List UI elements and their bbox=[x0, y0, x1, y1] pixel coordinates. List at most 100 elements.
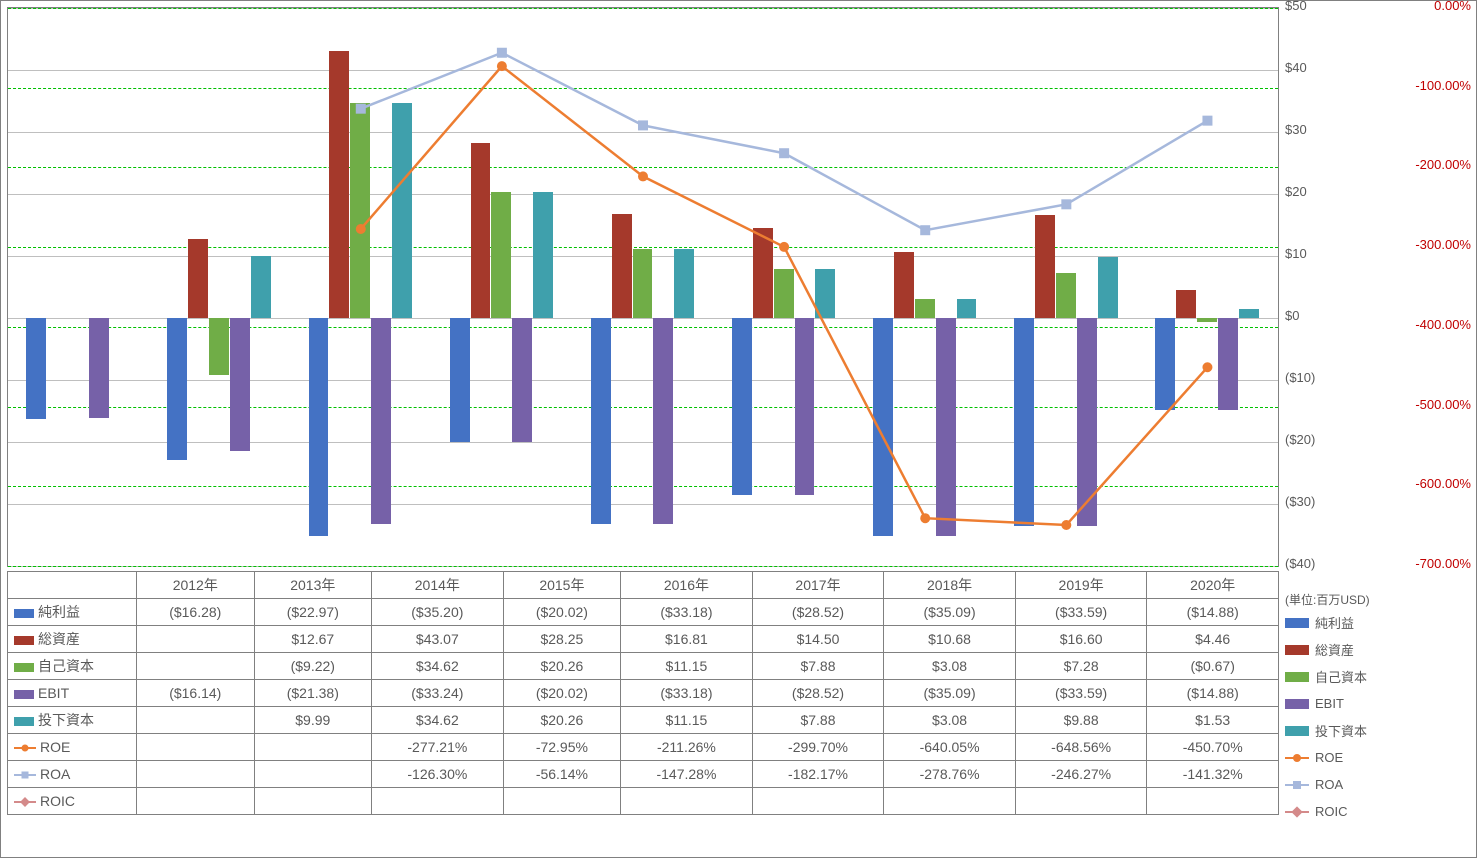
y1-tick-label: ($30) bbox=[1285, 494, 1339, 509]
y2-tick-label: -500.00% bbox=[1345, 397, 1471, 412]
table-cell bbox=[137, 653, 255, 680]
table-corner-cell bbox=[8, 572, 137, 599]
bar-total_assets bbox=[612, 214, 632, 318]
table-row-header: 自己資本 bbox=[8, 653, 137, 680]
table-cell: ($33.24) bbox=[372, 680, 504, 707]
bar-net_income bbox=[167, 318, 187, 460]
bar-equity bbox=[350, 103, 370, 318]
table-row-label: ROA bbox=[40, 766, 70, 782]
table-cell: -277.21% bbox=[372, 734, 504, 761]
table-cell bbox=[137, 707, 255, 734]
table-cell: $9.99 bbox=[254, 707, 372, 734]
table-row-header: ROE bbox=[8, 734, 137, 761]
table-cell: -648.56% bbox=[1015, 734, 1147, 761]
legend-item: 自己資本 bbox=[1285, 663, 1471, 690]
data-table: 2012年2013年2014年2015年2016年2017年2018年2019年… bbox=[7, 571, 1279, 815]
legend-item: 投下資本 bbox=[1285, 717, 1471, 744]
table-row-header: ROA bbox=[8, 761, 137, 788]
table-cell: -72.95% bbox=[503, 734, 621, 761]
secondary-y-axis: 0.00%-100.00%-200.00%-300.00%-400.00%-50… bbox=[1345, 1, 1471, 571]
table-cell: ($22.97) bbox=[254, 599, 372, 626]
gridline-secondary bbox=[8, 8, 1278, 9]
table-header-row: 2012年2013年2014年2015年2016年2017年2018年2019年… bbox=[8, 572, 1279, 599]
table-cell bbox=[137, 734, 255, 761]
legend-swatch-line bbox=[1285, 778, 1309, 792]
table-row-label: 総資産 bbox=[38, 631, 80, 647]
gridline-primary bbox=[8, 70, 1278, 71]
table-year-header: 2014年 bbox=[372, 572, 504, 599]
table-cell: ($33.18) bbox=[621, 599, 753, 626]
bar-ebit bbox=[1218, 318, 1238, 410]
bar-total_assets bbox=[329, 51, 349, 318]
table-cell: ($35.09) bbox=[884, 599, 1016, 626]
table-cell: $16.81 bbox=[621, 626, 753, 653]
legend-label: ROIC bbox=[1315, 804, 1348, 819]
bar-ebit bbox=[230, 318, 250, 451]
table-cell: -246.27% bbox=[1015, 761, 1147, 788]
bar-net_income bbox=[26, 318, 46, 419]
table-row-label: EBIT bbox=[38, 685, 69, 701]
table-cell: -126.30% bbox=[372, 761, 504, 788]
y2-tick-label: -400.00% bbox=[1345, 317, 1471, 332]
table-cell bbox=[884, 788, 1016, 815]
bar-net_income bbox=[450, 318, 470, 442]
table-year-header: 2012年 bbox=[137, 572, 255, 599]
legend-swatch-bar bbox=[1285, 618, 1309, 628]
table-row-header: EBIT bbox=[8, 680, 137, 707]
table-cell: -147.28% bbox=[621, 761, 753, 788]
table-row-header: ROIC bbox=[8, 788, 137, 815]
table-cell: $16.60 bbox=[1015, 626, 1147, 653]
table-cell bbox=[752, 788, 884, 815]
table-row: ROIC bbox=[8, 788, 1279, 815]
table-cell bbox=[1147, 788, 1279, 815]
table-cell: -450.70% bbox=[1147, 734, 1279, 761]
table-cell: ($33.59) bbox=[1015, 680, 1147, 707]
table-row: ROA-126.30%-56.14%-147.28%-182.17%-278.7… bbox=[8, 761, 1279, 788]
table-cell: $7.88 bbox=[752, 707, 884, 734]
table-cell: $4.46 bbox=[1147, 626, 1279, 653]
table-cell: ($35.09) bbox=[884, 680, 1016, 707]
table-cell: $10.68 bbox=[884, 626, 1016, 653]
y1-tick-label: ($20) bbox=[1285, 432, 1339, 447]
legend-label: EBIT bbox=[1315, 696, 1344, 711]
legend-label: 自己資本 bbox=[1315, 667, 1367, 686]
bar-total_assets bbox=[188, 239, 208, 318]
bar-ebit bbox=[795, 318, 815, 495]
bar-total_assets bbox=[894, 252, 914, 318]
table-cell: ($21.38) bbox=[254, 680, 372, 707]
bar-equity bbox=[1197, 318, 1217, 322]
y1-tick-label: $50 bbox=[1285, 0, 1339, 13]
bar-total_assets bbox=[471, 143, 491, 318]
table-year-header: 2020年 bbox=[1147, 572, 1279, 599]
chart-container: $50$40$30$20$10$0($10)($20)($30)($40) 0.… bbox=[0, 0, 1477, 858]
y1-tick-label: $20 bbox=[1285, 184, 1339, 199]
bar-net_income bbox=[591, 318, 611, 524]
table-cell bbox=[621, 788, 753, 815]
table-cell: -211.26% bbox=[621, 734, 753, 761]
legend-swatch-bar bbox=[1285, 726, 1309, 736]
legend-swatch-bar bbox=[1285, 645, 1309, 655]
bar-ebit bbox=[1077, 318, 1097, 526]
y2-tick-label: -100.00% bbox=[1345, 78, 1471, 93]
bar-invested_capital bbox=[815, 269, 835, 318]
y1-tick-label: $30 bbox=[1285, 122, 1339, 137]
table-row-label: 投下資本 bbox=[38, 712, 94, 728]
gridline-primary bbox=[8, 194, 1278, 195]
bar-total_assets bbox=[1176, 290, 1196, 318]
table-row-label: 自己資本 bbox=[38, 658, 94, 674]
table-row: EBIT($16.14)($21.38)($33.24)($20.02)($33… bbox=[8, 680, 1279, 707]
table-cell: ($28.52) bbox=[752, 680, 884, 707]
table-cell: $7.28 bbox=[1015, 653, 1147, 680]
table-cell: $28.25 bbox=[503, 626, 621, 653]
table-cell: ($35.20) bbox=[372, 599, 504, 626]
table-cell: -56.14% bbox=[503, 761, 621, 788]
bar-equity bbox=[915, 299, 935, 318]
y2-tick-label: -700.00% bbox=[1345, 556, 1471, 571]
table-cell bbox=[137, 788, 255, 815]
gridline-secondary bbox=[8, 167, 1278, 168]
table-cell: $9.88 bbox=[1015, 707, 1147, 734]
table-cell: ($33.59) bbox=[1015, 599, 1147, 626]
bar-ebit bbox=[936, 318, 956, 536]
table-cell: $20.26 bbox=[503, 707, 621, 734]
table-cell: $3.08 bbox=[884, 653, 1016, 680]
